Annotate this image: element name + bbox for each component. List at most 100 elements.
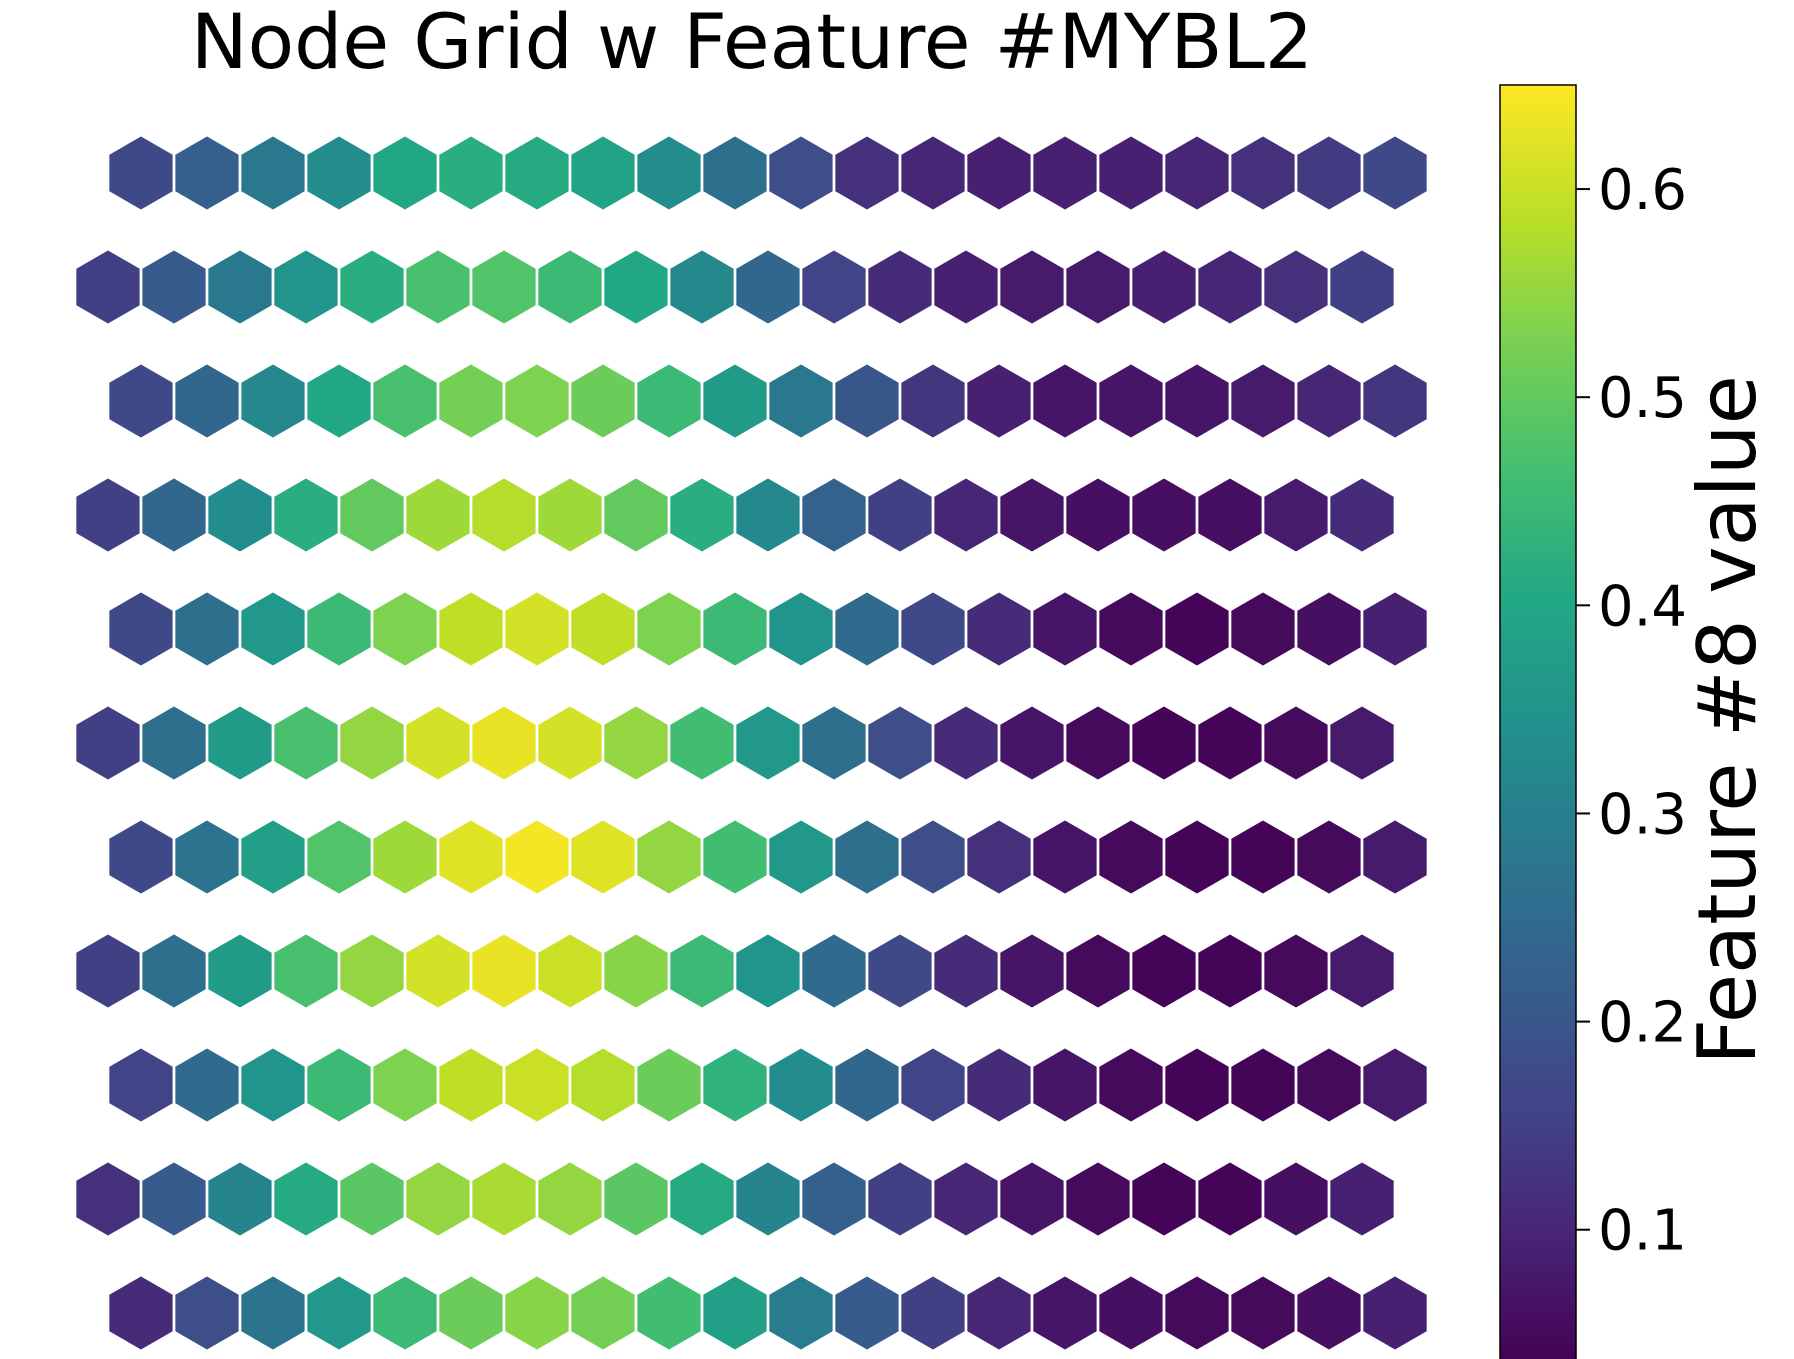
hex-cell <box>733 1159 803 1239</box>
colorbar-tick-label: 0.3 <box>1598 782 1687 847</box>
hex-cell <box>700 1273 770 1353</box>
hex-cell <box>1096 817 1166 897</box>
hex-cell <box>733 931 803 1011</box>
hex-cell <box>502 361 572 441</box>
hex-cell <box>568 361 638 441</box>
hex-cell <box>73 931 143 1011</box>
hex-cell <box>436 1045 506 1125</box>
hex-cell <box>304 589 374 669</box>
hex-cell <box>139 931 209 1011</box>
hex-cell <box>1327 931 1397 1011</box>
hex-cell <box>634 1273 704 1353</box>
hex-cell <box>1261 475 1331 555</box>
hex-cell <box>799 703 869 783</box>
hex-cell <box>1063 475 1133 555</box>
colorbar-tick-label: 0.6 <box>1598 158 1687 223</box>
hex-cell <box>1228 1273 1298 1353</box>
hex-cell <box>1063 247 1133 327</box>
hex-cell <box>271 1159 341 1239</box>
hex-cell <box>436 361 506 441</box>
hex-cell <box>1030 589 1100 669</box>
hex-cell <box>1360 361 1430 441</box>
hex-cell <box>667 1159 737 1239</box>
hex-cell <box>964 1273 1034 1353</box>
hex-cell <box>799 247 869 327</box>
hex-cell <box>172 817 242 897</box>
hex-cell <box>601 703 671 783</box>
hex-cell <box>1294 589 1364 669</box>
hex-cell <box>469 247 539 327</box>
hex-cell <box>733 475 803 555</box>
chart-title: Node Grid w Feature #MYBL2 <box>191 0 1313 86</box>
hex-cell <box>205 475 275 555</box>
hex-cell <box>238 1045 308 1125</box>
hex-cell <box>238 133 308 213</box>
hex-cell <box>568 817 638 897</box>
hex-cell <box>535 703 605 783</box>
hex-cell <box>964 817 1034 897</box>
hex-cell <box>832 361 902 441</box>
hex-cell <box>1360 1045 1430 1125</box>
hex-cell <box>1294 133 1364 213</box>
hex-cell <box>139 475 209 555</box>
hex-cell <box>1261 1159 1331 1239</box>
hex-cell <box>469 475 539 555</box>
hex-cell <box>205 931 275 1011</box>
hex-cell <box>535 247 605 327</box>
hex-cell <box>1195 703 1265 783</box>
hex-cell <box>436 817 506 897</box>
hex-cell <box>106 1273 176 1353</box>
hex-cell <box>931 475 1001 555</box>
hex-cell <box>931 1159 1001 1239</box>
hex-cell <box>601 247 671 327</box>
colorbar-tick-label: 0.2 <box>1598 991 1687 1056</box>
hex-cell <box>139 1159 209 1239</box>
hex-cell <box>172 361 242 441</box>
hex-cell <box>535 1159 605 1239</box>
hex-cell <box>1360 133 1430 213</box>
hex-cell <box>931 931 1001 1011</box>
hex-cell <box>700 589 770 669</box>
hex-cell <box>766 361 836 441</box>
hex-cell <box>370 1273 440 1353</box>
hex-cell <box>832 1273 902 1353</box>
hex-cell <box>997 703 1067 783</box>
hex-cell <box>337 1159 407 1239</box>
hex-cell <box>370 133 440 213</box>
hex-cell <box>172 589 242 669</box>
hex-cell <box>1162 1045 1232 1125</box>
hex-cell <box>1162 1273 1232 1353</box>
hex-cell <box>1030 817 1100 897</box>
hex-cell <box>304 1045 374 1125</box>
colorbar <box>1499 84 1577 1359</box>
hex-cell <box>733 247 803 327</box>
hex-cell <box>436 1273 506 1353</box>
hex-cell <box>73 703 143 783</box>
colorbar-tick-label: 0.4 <box>1598 574 1687 639</box>
hex-cell <box>1360 1273 1430 1353</box>
hex-cell <box>106 361 176 441</box>
colorbar-tick-label: 0.5 <box>1598 366 1687 431</box>
hex-cell <box>1228 133 1298 213</box>
hex-cell <box>139 247 209 327</box>
hex-cell <box>832 133 902 213</box>
hex-cell <box>1294 361 1364 441</box>
hex-cell <box>601 1159 671 1239</box>
hex-cell <box>1129 931 1199 1011</box>
hex-cell <box>898 817 968 897</box>
hex-cell <box>304 133 374 213</box>
hex-cell <box>700 1045 770 1125</box>
hex-cell <box>865 247 935 327</box>
hex-cell <box>832 817 902 897</box>
hex-cell <box>1294 817 1364 897</box>
hex-cell <box>832 589 902 669</box>
hex-cell <box>304 1273 374 1353</box>
hex-cell <box>568 1273 638 1353</box>
hex-cell <box>667 931 737 1011</box>
hex-cell <box>139 703 209 783</box>
colorbar-ticks: 0.1 0.2 0.3 0.4 0.5 0.6 <box>1576 158 1687 1264</box>
hex-cell <box>1195 475 1265 555</box>
hex-cell <box>634 589 704 669</box>
hex-cell <box>337 931 407 1011</box>
